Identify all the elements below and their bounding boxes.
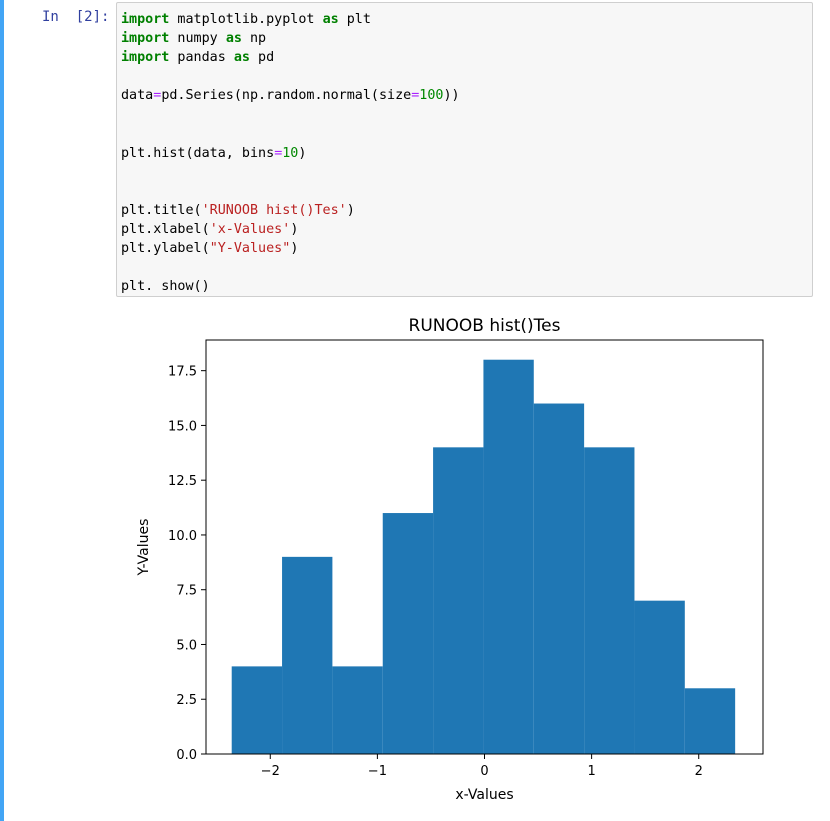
x-tick-label: 0 (480, 764, 488, 779)
code-token: plt (338, 12, 371, 27)
code-line: plt.title('RUNOOB hist()Tes') (121, 201, 812, 220)
code-line (121, 258, 812, 277)
code-token: pandas (169, 50, 234, 66)
histogram-bar (483, 359, 534, 754)
y-tick-label: 17.5 (168, 365, 197, 380)
code-line: plt.hist(data, bins=10) (121, 144, 812, 163)
y-tick-label: 12.5 (168, 474, 197, 489)
code-token: as (225, 31, 242, 47)
code-line: data=pd.Series(np.random.normal(size=100… (121, 86, 812, 105)
code-line (121, 67, 812, 86)
code-token: data (121, 88, 154, 104)
histogram-bar (684, 688, 736, 754)
code-token: plt. show() (121, 279, 210, 295)
histogram-chart: −2 −1 0 1 2 0.0 2.5 5.0 7.5 10.0 12.5 15.0 17.5 RUN… (136, 316, 764, 803)
x-axis-label: x-Values (455, 787, 513, 803)
code-token: import (121, 50, 170, 66)
code-token: 'RUNOOB hist()Tes' (201, 202, 347, 218)
code-token: as (233, 50, 250, 66)
x-tick-label: 1 (587, 764, 595, 779)
code-token: import (121, 31, 170, 47)
code-token: ) (346, 202, 355, 218)
code-line: plt.xlabel('x-Values') (121, 220, 812, 239)
histogram-bar (382, 513, 434, 754)
cell-output: −2 −1 0 1 2 0.0 2.5 5.0 7.5 10.0 12.5 15.0 17.5 RUN… (116, 305, 816, 815)
y-tick-label: 15.0 (168, 419, 197, 434)
code-token: 'x-Values' (209, 222, 291, 238)
cell-selection-bar (0, 0, 4, 821)
x-tick-label: 2 (695, 764, 703, 779)
code-token: )) (443, 88, 460, 104)
histogram-bar (231, 666, 283, 754)
y-tick-label: 0.0 (176, 748, 197, 763)
code-token: plt.xlabel( (121, 222, 210, 238)
y-axis-label: Y-Values (136, 519, 152, 577)
code-token: = (411, 88, 420, 104)
code-line (121, 125, 812, 144)
code-token: 10 (282, 145, 299, 161)
histogram-bar (584, 447, 635, 754)
code-line (121, 163, 812, 182)
x-tick-label: −2 (261, 764, 280, 779)
code-token: plt.hist(data, bins (121, 145, 275, 161)
y-tick-label: 5.0 (176, 638, 197, 653)
code-token: numpy (169, 31, 226, 47)
code-line: import matplotlib.pyplot as plt (121, 10, 812, 29)
y-tick-label: 7.5 (176, 584, 197, 599)
code-token: ) (290, 222, 299, 238)
code-token: pd (250, 50, 275, 66)
code-token: ) (298, 145, 307, 161)
code-token: matplotlib.pyplot (169, 12, 323, 27)
code-token: plt.title( (121, 202, 202, 218)
code-token: 100 (419, 88, 444, 104)
code-line (121, 182, 812, 201)
code-line: import numpy as np (121, 29, 812, 48)
code-token: pd.Series(np.random.normal(size (161, 88, 412, 104)
histogram-bar (433, 447, 484, 754)
histogram-bar (533, 403, 585, 754)
chart-title: RUNOOB hist()Tes (409, 316, 561, 336)
x-tick-label: −1 (368, 764, 387, 779)
code-token: plt.ylabel( (121, 241, 210, 257)
code-line: import pandas as pd (121, 48, 812, 67)
code-token: ) (290, 241, 299, 257)
y-tick-label: 10.0 (168, 529, 197, 544)
code-line: plt.ylabel("Y-Values") (121, 239, 812, 258)
code-token: = (153, 88, 162, 104)
histogram-bar (332, 666, 383, 754)
notebook-cell[interactable]: In [2]: import matplotlib.pyplot as plt i… (8, 0, 830, 821)
histogram-bar (282, 556, 333, 754)
code-token: np (241, 31, 267, 47)
code-token: as (322, 12, 339, 27)
y-tick-label: 2.5 (176, 693, 197, 708)
code-token: = (274, 145, 283, 161)
code-editor[interactable]: import matplotlib.pyplot as plt import nu… (116, 2, 813, 297)
code-token: import (121, 12, 170, 27)
histogram-bar (634, 600, 685, 754)
code-line (121, 105, 812, 124)
code-line: plt. show() (121, 277, 812, 296)
input-prompt: In [2]: (42, 9, 110, 25)
code-token: "Y-Values" (209, 241, 291, 257)
